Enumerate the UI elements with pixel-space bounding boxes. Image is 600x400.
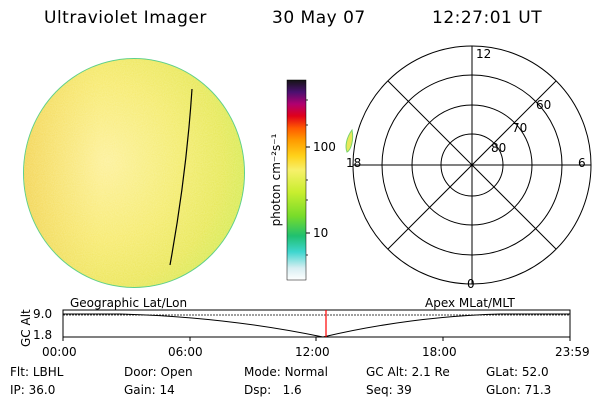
mode-label: Mode: (244, 365, 281, 379)
lat-80-label: 80 (491, 141, 507, 155)
x-tick-1200: 12:00 (295, 345, 330, 359)
glon-value: 71.3 (524, 383, 552, 397)
x-tick-1800: 18:00 (422, 345, 457, 359)
altitude-curve (63, 313, 570, 338)
gain-value: 14 (159, 383, 175, 397)
colorbar-tick-10: 10 (313, 226, 329, 240)
glat-label: GLat: (486, 365, 519, 379)
date-label: 30 May 07 (272, 8, 366, 28)
mode-value: Normal (284, 365, 328, 379)
mlt-12-label: 12 (476, 47, 492, 61)
gain-label: Gain: (124, 383, 156, 397)
uv-image-disk (23, 58, 245, 288)
dsp-value: 1.6 (282, 383, 302, 397)
x-tick-2359: 23:59 (555, 345, 590, 359)
mlt-0-label: 0 (467, 277, 475, 291)
dsp-label: Dsp: (244, 383, 272, 397)
seq-row: Seq: 39 (366, 383, 412, 397)
colorbar (286, 79, 310, 281)
gcalt-value: 2.1 Re (411, 365, 450, 379)
ip-label: IP: (10, 383, 25, 397)
dayglow-boundary-line (169, 88, 193, 266)
flt-label: Flt: (10, 365, 29, 379)
glon-label: GLon: (486, 383, 521, 397)
y-axis-label: GC Alt (19, 309, 33, 347)
geographic-caption: Geographic Lat/Lon (70, 296, 188, 310)
gcalt-row: GC Alt: 2.1 Re (366, 365, 450, 379)
lat-60-label: 60 (536, 98, 552, 112)
door-row: Door: Open (124, 365, 193, 379)
ip-row: IP: 36.0 (10, 383, 55, 397)
gain-row: Gain: 14 (124, 383, 175, 397)
ip-value: 36.0 (28, 383, 56, 397)
mode-row: Mode: Normal (244, 365, 328, 379)
altitude-timeline (62, 309, 571, 341)
mlt-6-label: 6 (578, 156, 586, 170)
apex-caption: Apex MLat/MLT (425, 296, 515, 310)
auroral-patch (345, 128, 354, 153)
flt-value: LBHL (32, 365, 64, 379)
flt-row: Flt: LBHL (10, 365, 63, 379)
gcalt-label: GC Alt: (366, 365, 408, 379)
lat-70-label: 70 (512, 121, 528, 135)
glon-row: GLon: 71.3 (486, 383, 551, 397)
polar-plot (345, 45, 592, 285)
instrument-title: Ultraviolet Imager (44, 8, 207, 28)
colorbar-tick-100: 100 (313, 140, 336, 154)
door-label: Door: (124, 365, 157, 379)
x-tick-0000: 00:00 (42, 345, 77, 359)
glat-row: GLat: 52.0 (486, 365, 549, 379)
mlt-18-label: 18 (346, 156, 362, 170)
x-tick-0600: 06:00 (168, 345, 203, 359)
seq-label: Seq: (366, 383, 393, 397)
door-value: Open (160, 365, 193, 379)
y-bottom-label: 1.8 (33, 328, 53, 342)
colorbar-unit-label: photon cm⁻²s⁻¹ (269, 133, 283, 227)
time-label: 12:27:01 UT (432, 8, 543, 28)
dsp-row: Dsp: 1.6 (244, 383, 302, 397)
seq-value: 39 (396, 383, 412, 397)
y-top-label: 9.0 (33, 307, 53, 321)
glat-value: 52.0 (521, 365, 549, 379)
